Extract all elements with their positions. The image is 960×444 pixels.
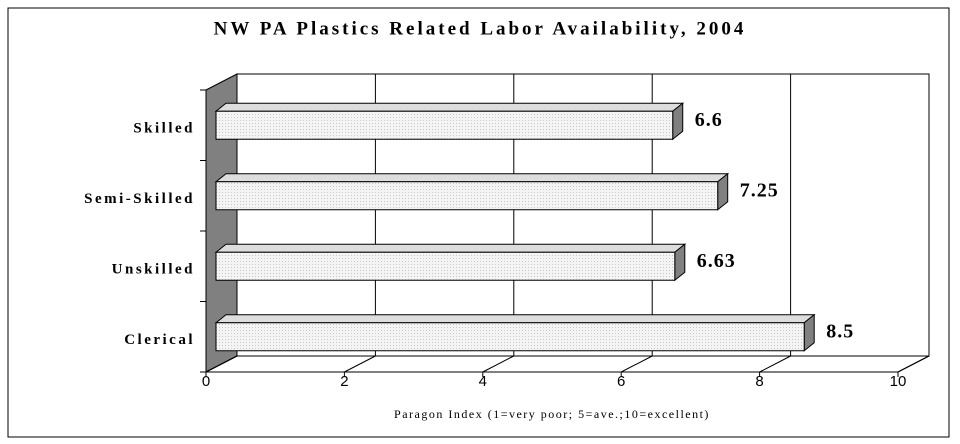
bar (215, 181, 719, 211)
x-tick-label: 0 (202, 373, 210, 390)
floor-grid-line (482, 355, 515, 373)
y-tick-label: Semi-Skilled (84, 191, 195, 207)
floor (205, 355, 930, 373)
bar-top (214, 173, 730, 183)
y-tick-label: Skilled (133, 121, 195, 137)
x-tick-label: 8 (755, 373, 763, 390)
x-tick-label: 4 (479, 373, 487, 390)
chart-title: NW PA Plastics Related Labor Availabilit… (214, 18, 747, 39)
floor-grid-line (897, 355, 930, 373)
floor-grid-line (205, 355, 238, 373)
value-label: 6.6 (695, 109, 723, 131)
bar-top (214, 243, 687, 253)
y-tick-label: Unskilled (112, 262, 195, 278)
value-label: 7.25 (740, 179, 779, 201)
x-tick-label: 10 (890, 373, 907, 390)
x-tick-label: 2 (340, 373, 348, 390)
floor-grid-line (759, 355, 791, 373)
bar-top (214, 314, 816, 324)
bar (215, 251, 676, 281)
floor-grid-line (620, 355, 653, 373)
bar (215, 322, 805, 352)
bar-top (214, 102, 685, 112)
value-label: 6.63 (697, 250, 736, 272)
bar (215, 110, 674, 140)
x-axis-label: Paragon Index (1=very poor; 5=ave.;10=ex… (394, 407, 710, 421)
y-tick-label: Clerical (124, 332, 195, 348)
x-tick-label: 6 (617, 373, 625, 390)
value-label: 8.5 (826, 320, 854, 342)
floor-grid-line (344, 355, 376, 373)
